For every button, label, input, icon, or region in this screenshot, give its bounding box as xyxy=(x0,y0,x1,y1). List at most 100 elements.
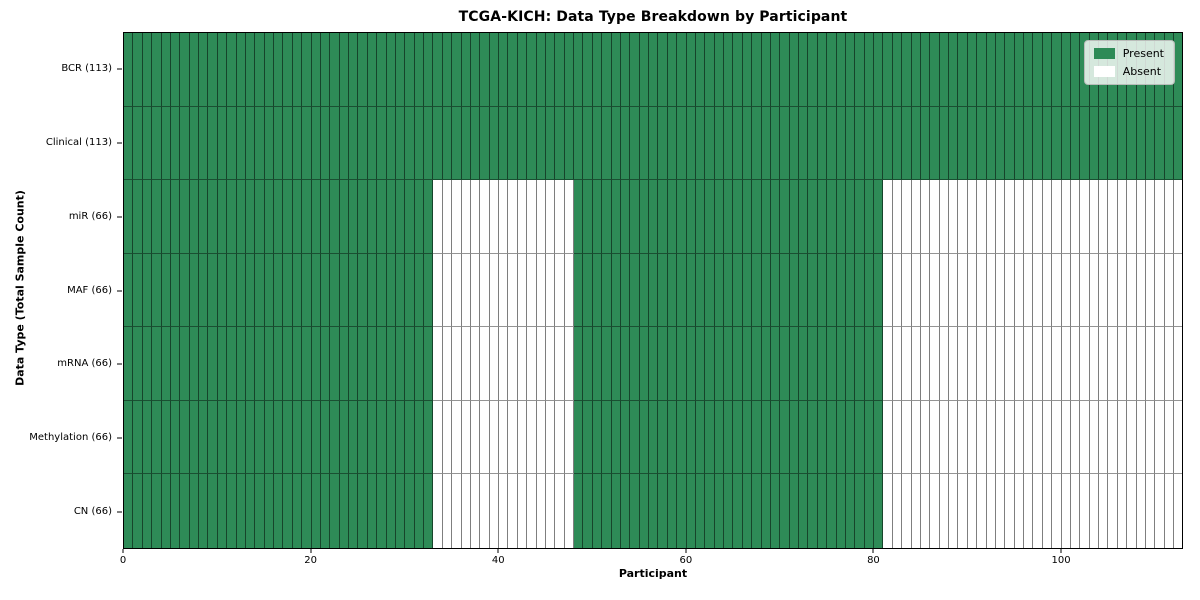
cell-present xyxy=(227,327,237,401)
cell-present xyxy=(836,33,846,107)
cell-absent xyxy=(920,180,931,254)
cell-present xyxy=(874,180,884,254)
cell-absent xyxy=(949,327,959,401)
cell-present xyxy=(630,400,640,475)
cell-present xyxy=(845,400,856,475)
cell-absent xyxy=(883,253,893,328)
cell-present xyxy=(395,180,406,254)
cell-absent xyxy=(517,253,528,328)
cell-present xyxy=(320,253,331,328)
cell-present xyxy=(170,400,181,475)
cell-present xyxy=(630,180,640,254)
cell-present xyxy=(264,474,274,549)
ytick-label-clinical: Clinical (113) xyxy=(45,136,112,148)
cell-present xyxy=(808,106,818,181)
cell-absent xyxy=(958,180,968,254)
cell-present xyxy=(733,327,743,401)
cell-absent xyxy=(1145,474,1156,549)
cell-present xyxy=(311,474,321,549)
cell-present xyxy=(658,106,668,181)
cell-present xyxy=(639,33,649,107)
cell-absent xyxy=(911,253,921,328)
ytick-mark xyxy=(117,511,122,513)
cell-absent xyxy=(1108,180,1118,254)
cell-present xyxy=(292,180,303,254)
cell-present xyxy=(320,400,331,475)
data-type-row-cn xyxy=(124,474,1183,549)
cell-absent xyxy=(499,327,509,401)
cell-present xyxy=(939,33,949,107)
cell-present xyxy=(189,253,199,328)
cell-present xyxy=(414,474,424,549)
cell-present xyxy=(208,327,218,401)
cell-present xyxy=(377,253,387,328)
cell-absent xyxy=(1052,400,1062,475)
cell-absent xyxy=(470,180,481,254)
cell-present xyxy=(761,180,771,254)
cell-absent xyxy=(1061,327,1071,401)
cell-absent xyxy=(442,400,453,475)
cell-absent xyxy=(1052,253,1062,328)
cell-absent xyxy=(930,180,940,254)
legend-label-absent: Absent xyxy=(1122,65,1162,78)
cell-present xyxy=(864,253,874,328)
cell-present xyxy=(808,327,818,401)
cell-absent xyxy=(499,253,509,328)
cell-present xyxy=(949,106,959,181)
cell-present xyxy=(302,474,312,549)
cell-present xyxy=(780,253,790,328)
cell-present xyxy=(667,106,678,181)
cell-present xyxy=(283,253,293,328)
cell-present xyxy=(1145,106,1156,181)
cell-present xyxy=(349,106,359,181)
cell-absent xyxy=(920,474,931,549)
cell-absent xyxy=(536,327,546,401)
cell-absent xyxy=(1005,327,1015,401)
cell-absent xyxy=(1155,253,1165,328)
cell-absent xyxy=(1099,400,1109,475)
cell-absent xyxy=(1033,400,1043,475)
cell-present xyxy=(780,474,790,549)
cell-absent xyxy=(508,253,518,328)
cell-absent xyxy=(883,180,893,254)
cell-present xyxy=(170,106,181,181)
cell-absent xyxy=(433,180,443,254)
cell-present xyxy=(836,253,846,328)
xtick-label-60: 60 xyxy=(679,555,693,566)
cell-present xyxy=(611,253,621,328)
cell-absent xyxy=(1005,474,1015,549)
cell-present xyxy=(227,253,237,328)
cell-present xyxy=(245,253,256,328)
cell-absent xyxy=(949,253,959,328)
cell-present xyxy=(920,33,931,107)
ytick-label-bcr: BCR (113) xyxy=(61,62,112,74)
cell-present xyxy=(602,106,612,181)
cell-present xyxy=(649,327,659,401)
cell-present xyxy=(752,33,762,107)
cell-present xyxy=(620,106,631,181)
cell-present xyxy=(527,33,537,107)
cell-present xyxy=(855,474,865,549)
cell-present xyxy=(424,253,434,328)
cell-absent xyxy=(920,400,931,475)
cell-present xyxy=(658,474,668,549)
cell-present xyxy=(639,327,649,401)
cell-present xyxy=(124,327,134,401)
cell-present xyxy=(574,33,584,107)
cell-present xyxy=(377,180,387,254)
cell-present xyxy=(602,474,612,549)
cell-present xyxy=(152,106,162,181)
cell-absent xyxy=(1089,253,1099,328)
cell-absent xyxy=(1108,474,1118,549)
cell-absent xyxy=(967,327,978,401)
cell-present xyxy=(949,33,959,107)
xtick-label-40: 40 xyxy=(491,555,505,566)
cell-present xyxy=(620,33,631,107)
cell-present xyxy=(705,253,715,328)
cell-present xyxy=(1099,106,1109,181)
cell-present xyxy=(574,474,584,549)
cell-present xyxy=(620,327,631,401)
cell-absent xyxy=(883,327,893,401)
cell-absent xyxy=(1061,474,1071,549)
cell-present xyxy=(620,474,631,549)
